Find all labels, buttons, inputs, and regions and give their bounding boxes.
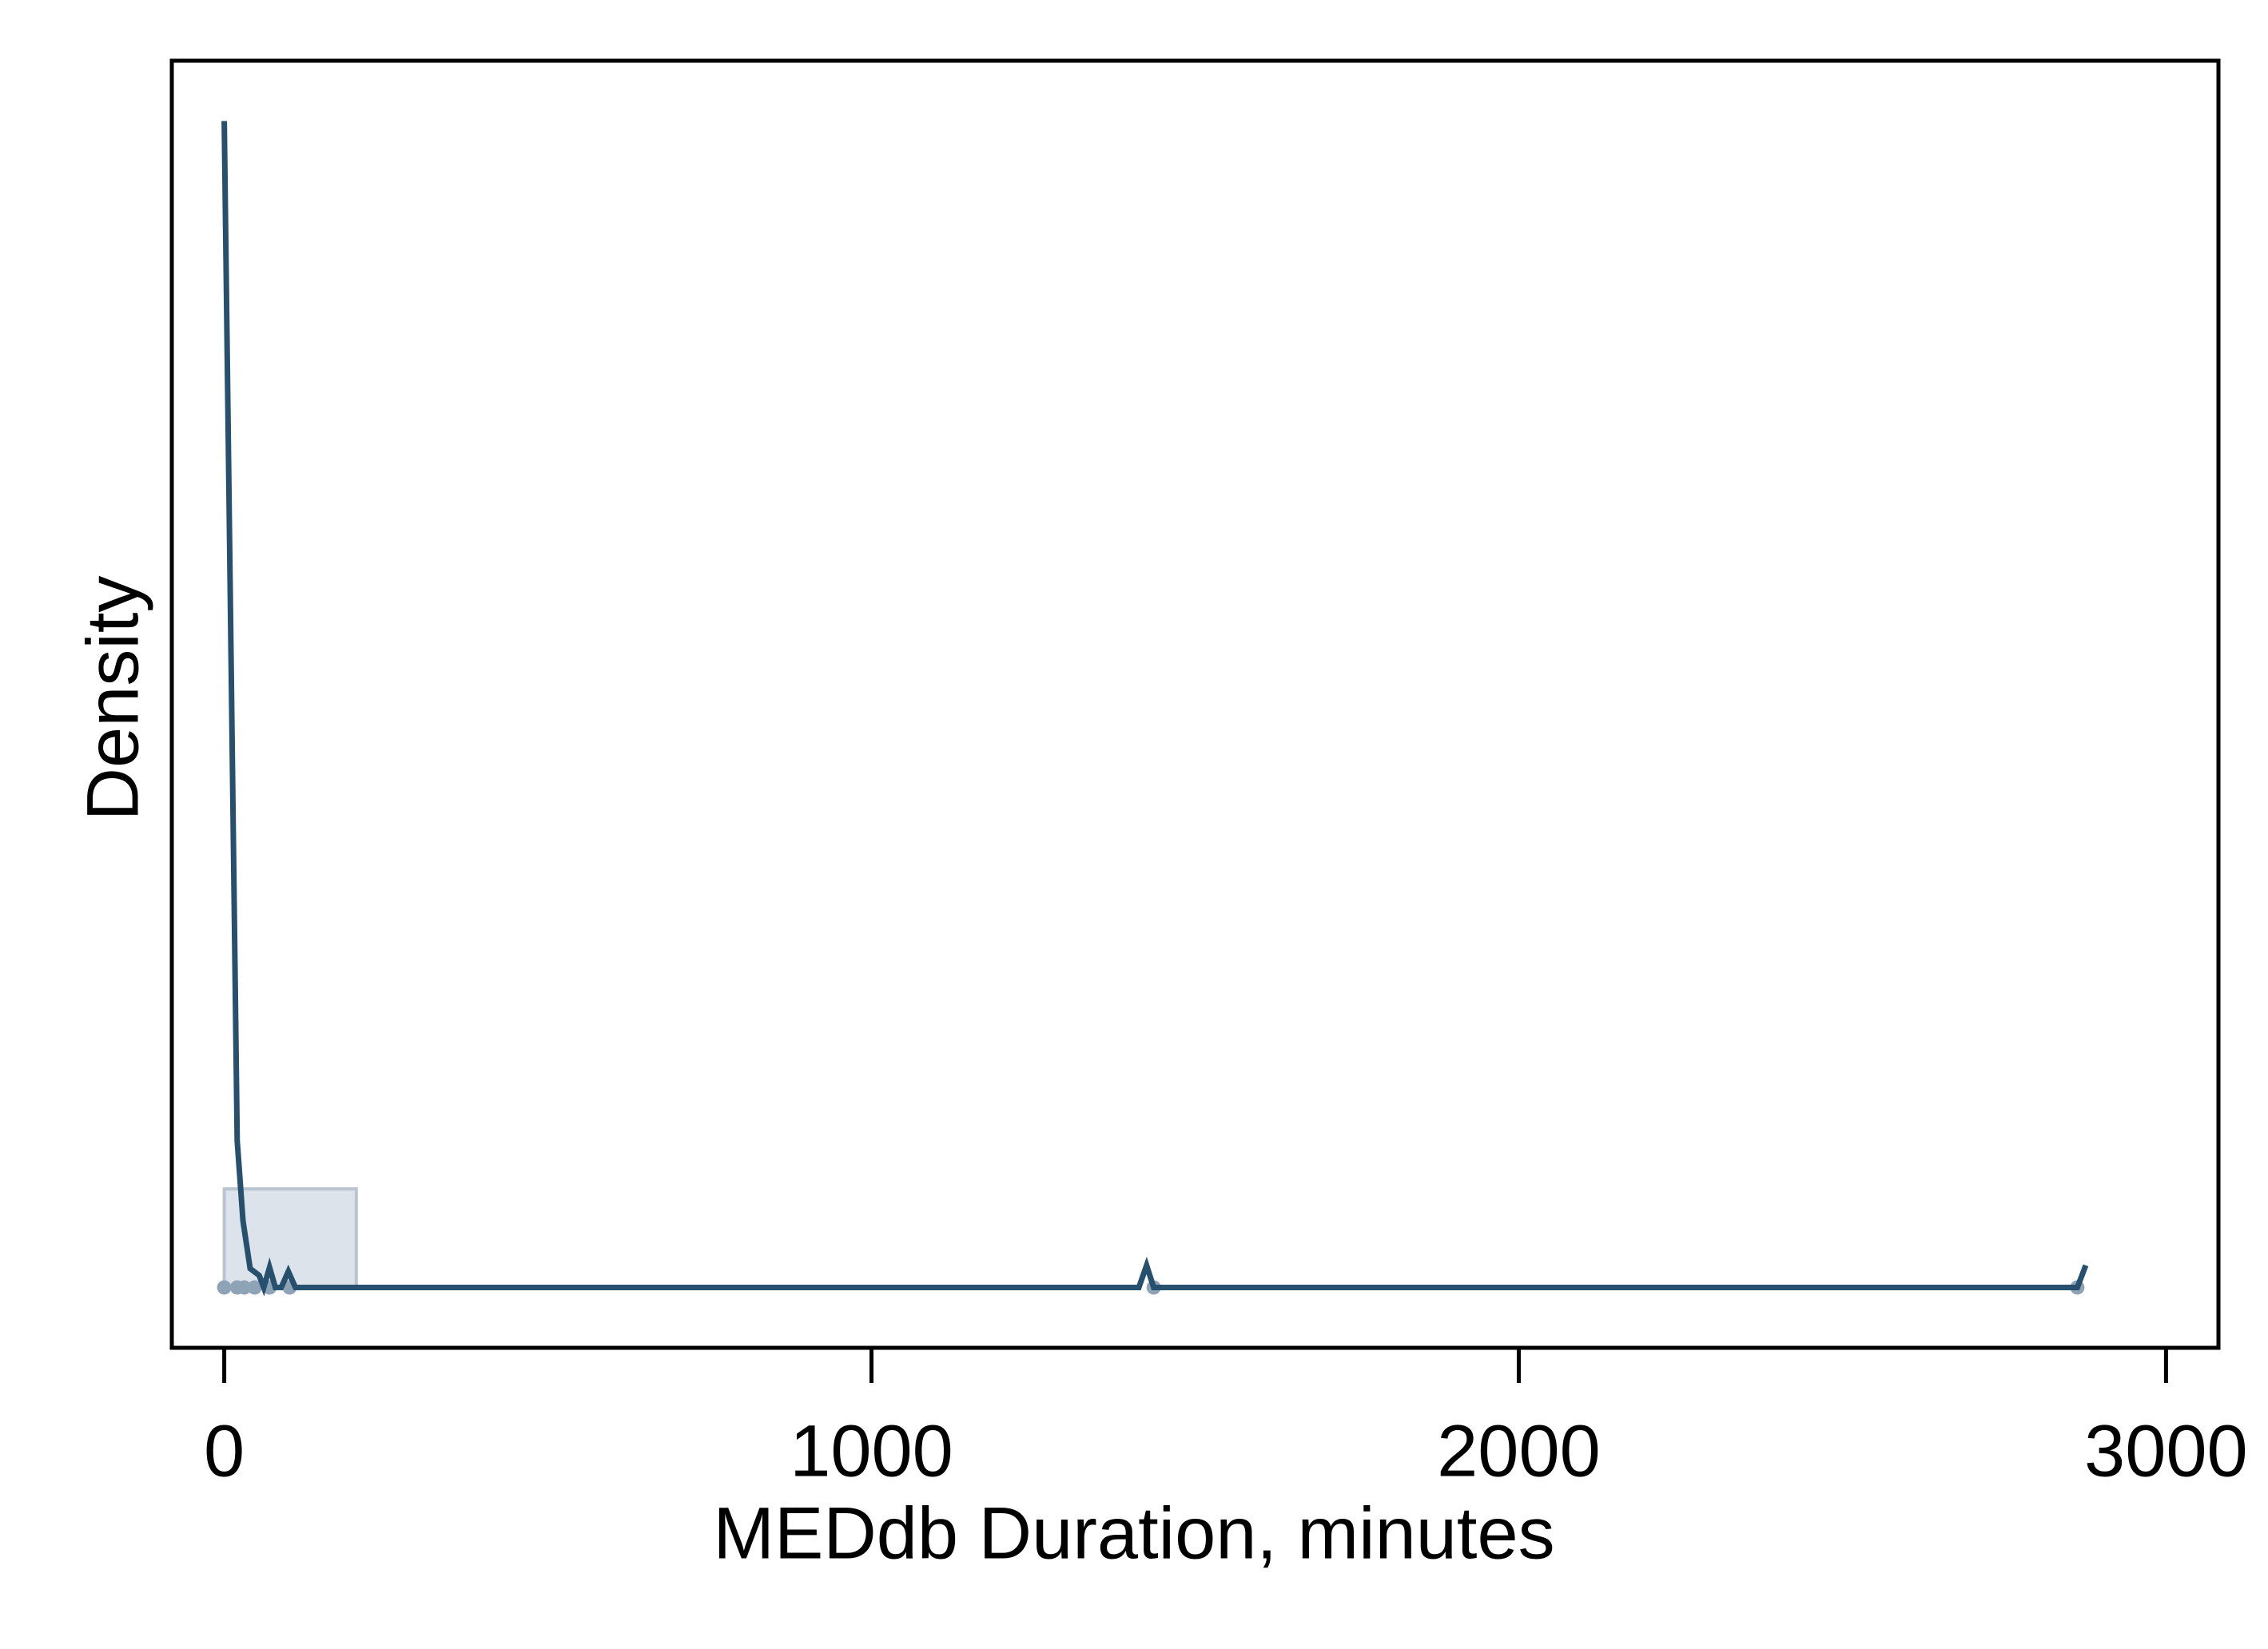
x-tick-label: 2000 bbox=[1437, 1410, 1601, 1492]
x-tick-label: 0 bbox=[204, 1410, 245, 1492]
density-line bbox=[221, 121, 2089, 1297]
plot-frame bbox=[169, 58, 2221, 1350]
rug-point bbox=[237, 1280, 252, 1295]
rug-point bbox=[217, 1280, 232, 1295]
rug-point bbox=[247, 1280, 262, 1295]
x-tick-label: 3000 bbox=[2084, 1410, 2248, 1492]
x-tick-label: 1000 bbox=[790, 1410, 953, 1492]
x-axis-label: MEDdb Duration, minutes bbox=[713, 1492, 1554, 1574]
y-axis-label: Density bbox=[72, 576, 153, 821]
